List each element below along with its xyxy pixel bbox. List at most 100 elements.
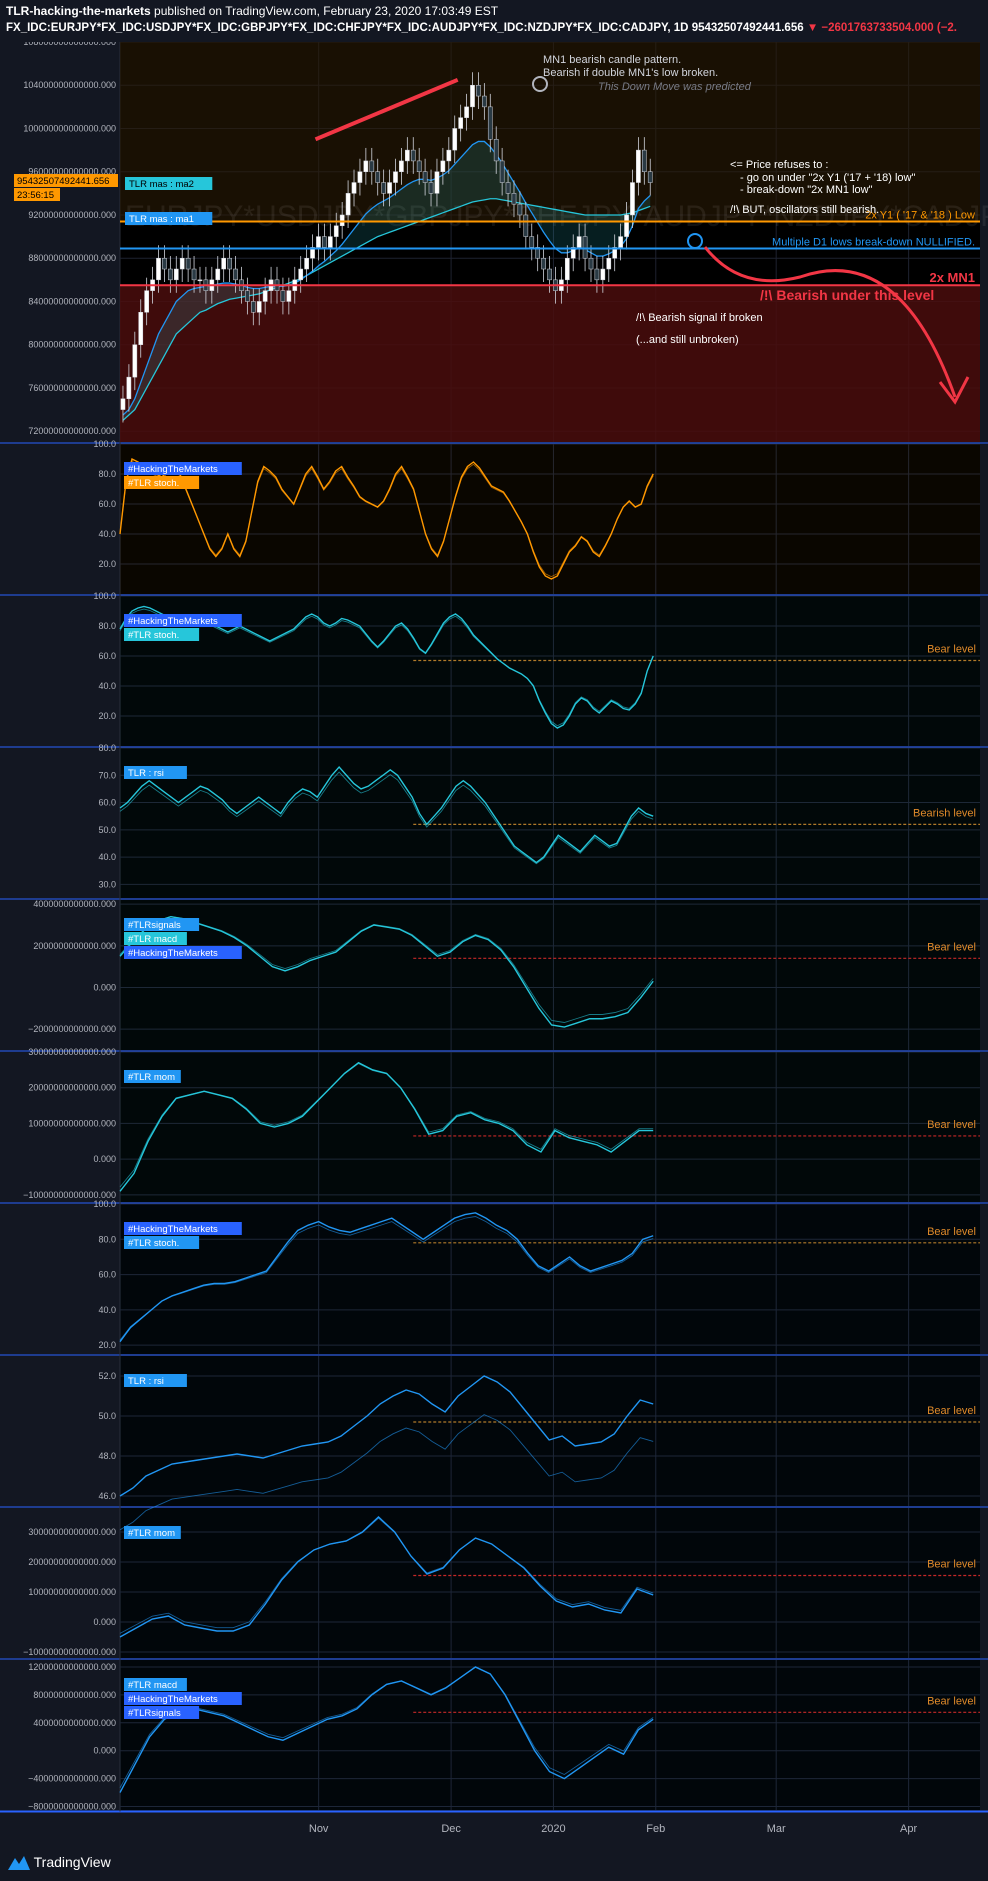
panel-bg: [120, 1508, 980, 1658]
y-tick-label: 30000000000000.000: [28, 1527, 116, 1537]
candle: [428, 182, 434, 194]
candle: [535, 247, 540, 259]
y-tick-label: 30000000000000.000: [28, 1047, 116, 1057]
candle: [345, 193, 351, 216]
y-tick-label: 40.0: [98, 681, 116, 691]
y-tick-label: 60.0: [98, 499, 116, 509]
tag-macd1-2: #HackingTheMarkets: [128, 948, 218, 959]
y-tick-label: 72000000000000.000: [28, 426, 116, 436]
candle: [322, 236, 327, 248]
symbol-name[interactable]: FX_IDC:EURJPY*FX_IDC:USDJPY*FX_IDC:GBPJP…: [6, 22, 689, 34]
tag-ma1-bg: [125, 212, 213, 225]
target-icon: [532, 76, 548, 92]
y-tick-label: 8000000000000.000: [33, 1690, 116, 1700]
chart-macd2: 12000000000000.000 8000000000000.000 40000…: [28, 1660, 980, 1812]
candle: [641, 149, 647, 172]
y-tick-label: 12000000000000.000: [28, 1662, 116, 1672]
candle: [221, 257, 227, 270]
tag-macd1-1: #TLR macd: [128, 934, 177, 945]
y-tick-label: 20000000000000.000: [28, 1083, 116, 1093]
candle: [505, 182, 511, 194]
candle: [327, 236, 333, 248]
candle: [351, 182, 357, 194]
tag-ma2-bg: [125, 177, 213, 190]
candle: [464, 106, 469, 118]
candle: [576, 236, 582, 248]
candle: [316, 236, 321, 248]
candle: [511, 193, 517, 205]
author-name[interactable]: TLR-hacking-the-markets: [6, 4, 151, 18]
y-tick-label: 60.0: [98, 651, 116, 661]
panel-stoch3: [0, 1204, 988, 1356]
y-tick-label: −2000000000000.000: [28, 1024, 116, 1034]
tag-stoch3-1: #TLR stoch.: [128, 1238, 179, 1249]
y-tick-label: 92000000000000.000: [28, 210, 116, 220]
y-tick-label: 30.0: [98, 879, 116, 889]
candle: [393, 171, 398, 183]
candle: [256, 301, 262, 313]
y-tick-label: 96000000000000.000: [28, 167, 116, 177]
projection-arrow: [703, 246, 957, 398]
candle: [446, 149, 452, 162]
chart-mom1: 30000000000000.000 20000000000000.000 1000…: [23, 1047, 980, 1202]
y-tick-label: 50.0: [98, 825, 116, 835]
tag-rsi2-0-bg: [124, 1374, 187, 1387]
candle: [624, 214, 629, 237]
series-line: [119, 915, 654, 1028]
tag-macd1-0-bg: [124, 918, 200, 931]
candle: [298, 268, 304, 281]
bear-level-label: Bear level: [927, 941, 976, 953]
candle: [162, 257, 167, 270]
y-tick-label: 60.0: [98, 1270, 116, 1280]
y-tick-label: 80000000000000.000: [28, 340, 116, 350]
y-tick-label: 10000000000000.000: [28, 1118, 116, 1128]
price-label: 95432507492441.656 23:56:15: [14, 174, 118, 201]
candle: [470, 84, 475, 108]
candle: [250, 301, 256, 313]
panel-rsi1: [0, 748, 988, 900]
candle: [197, 279, 203, 282]
y-tick-label: 100.0: [93, 591, 116, 601]
candle: [120, 398, 126, 410]
y-tick-label: 52.0: [98, 1371, 116, 1381]
y-tick-label: 100.0: [93, 1199, 116, 1209]
tag-stoch3-0: #HackingTheMarkets: [128, 1224, 218, 1235]
y-tick-label: −10000000000000.000: [23, 1190, 116, 1200]
annotation-6: /!\ BUT, oscillators still bearish.: [730, 204, 879, 216]
y-tick-label: 100000000000000.000: [23, 123, 116, 133]
candle: [215, 268, 221, 281]
footer-brand: TradingView: [33, 1854, 111, 1870]
panel-mom2: [0, 1508, 988, 1660]
y-tick-label: 70.0: [98, 770, 116, 780]
tag-macd2-0: #TLR macd: [128, 1680, 177, 1691]
upper-zone: [120, 42, 980, 222]
candle: [422, 171, 428, 183]
series-line: [119, 1212, 654, 1343]
publish-header: TLR-hacking-the-markets published on Tra…: [6, 4, 498, 18]
y-tick-label: 76000000000000.000: [28, 383, 116, 393]
countdown-text: 23:56:15: [17, 190, 54, 201]
level-label-2: 2x MN1: [929, 270, 975, 285]
y-tick-label: 80.0: [98, 469, 116, 479]
candle: [434, 171, 440, 194]
watermark: EURJPY*USDJPY*GBPJPY*CHFJPY*AUDJPY*NZDJP…: [125, 200, 988, 233]
chart-mom2: 30000000000000.000 20000000000000.000 1000…: [23, 1508, 980, 1658]
bear-level-label: Bear level: [927, 1695, 976, 1707]
candle: [612, 247, 618, 259]
candle: [499, 160, 505, 183]
series-line: [119, 1516, 654, 1638]
y-tick-label: 40.0: [98, 852, 116, 862]
annotation-3: <= Price refuses to :: [730, 159, 828, 171]
bear-level-label: Bear level: [927, 1559, 976, 1571]
band-fill: [120, 1052, 980, 1202]
price-change: −2601763733504.000 (−2.: [821, 22, 957, 34]
tradingview-logo[interactable]: TradingView: [8, 1854, 111, 1871]
chart-area[interactable]: Nov Dec 2020 Feb Mar Apr108000000000000.00010…: [0, 42, 988, 1842]
annotation-1: Bearish if double MN1's low broken.: [543, 67, 718, 79]
footer: TradingView: [0, 1842, 988, 1881]
tag-stoch1-1-bg: [124, 476, 200, 489]
candle: [375, 171, 381, 183]
panel-bg: [120, 1356, 980, 1506]
candle: [280, 290, 286, 302]
candle: [458, 117, 463, 129]
